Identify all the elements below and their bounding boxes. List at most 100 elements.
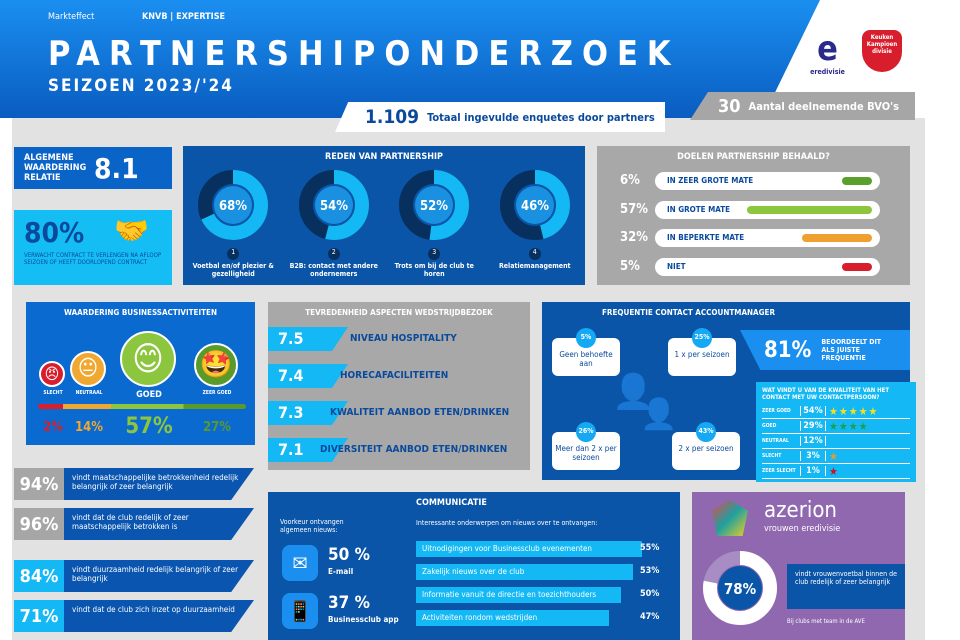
matchday-label: DIVERSITEIT AANBOD ETEN/DRINKEN bbox=[320, 444, 508, 455]
topic-pct: 47% bbox=[640, 612, 660, 622]
quality-table: WAT VINDT U VAN DE KWALITEIT VAN HET CON… bbox=[756, 382, 916, 482]
goal-label: IN GROTE MATE bbox=[667, 204, 731, 214]
frequency-title: FREQUENTIE CONTACT ACCOUNTMANAGER bbox=[602, 308, 775, 317]
goal-pct: 6% bbox=[620, 173, 640, 188]
goal-bar bbox=[842, 262, 872, 271]
frequency-bubble: 26% Meer dan 2 x per seizoen bbox=[552, 422, 620, 470]
matchday-label: HORECAFACILITEITEN bbox=[340, 370, 449, 381]
reason-item: 46% 4 Relatiemanagement bbox=[487, 168, 582, 278]
rating-scale-bar bbox=[38, 404, 246, 409]
face-zeer-goed-icon: 🤩 bbox=[194, 343, 238, 387]
frequency-label: 1 x per seizoen bbox=[674, 350, 730, 359]
people-icon: 👤 bbox=[612, 372, 655, 412]
matchday-label: NIVEAU HOSPITALITY bbox=[350, 333, 457, 344]
reason-pct: 46% bbox=[521, 199, 549, 214]
channel-label: E-mail bbox=[328, 567, 354, 576]
season: SEIZOEN 2023/'24 bbox=[48, 76, 234, 96]
reason-label: Trots om bij de club te horen bbox=[394, 262, 474, 278]
quality-row: ZEER SLECHT 1% ★ bbox=[762, 464, 910, 479]
quality-label: GOED bbox=[762, 423, 777, 429]
right-frequency-pct: 81% bbox=[764, 337, 812, 363]
quality-pct: 29% bbox=[800, 421, 826, 431]
reasons-panel: REDEN VAN PARTNERSHIP 68% 1 Voetbal en/o… bbox=[183, 146, 585, 285]
reason-donut: 54% bbox=[298, 170, 369, 240]
overall-label: ALGEMENE WAARDERING RELATIE bbox=[24, 153, 87, 183]
business-pct: 57% bbox=[125, 414, 173, 439]
business-label: NEUTRAAL bbox=[75, 390, 103, 396]
goal-pct: 32% bbox=[620, 230, 648, 245]
azerion-logo-text: azerion bbox=[764, 498, 837, 523]
frequency-pct: 5% bbox=[576, 328, 596, 348]
business-title: WAARDERING BUSINESSACTIVITEITEN bbox=[64, 308, 217, 317]
people-icon-2: 👤 bbox=[640, 397, 678, 432]
reason-donut: 46% bbox=[499, 170, 570, 240]
social-stat: 96% vindt dat de club redelijk of zeer ma… bbox=[14, 508, 254, 540]
reason-rank: 4 bbox=[528, 248, 541, 260]
phone-icon: 📱 bbox=[282, 593, 318, 629]
contract-label: VERWACHT CONTRACT TE VERLENGEN NA AFLOOP… bbox=[24, 252, 162, 266]
frequency-pct: 26% bbox=[576, 422, 596, 442]
overall-score: 8.1 bbox=[94, 151, 139, 185]
matchday-label: KWALITEIT AANBOD ETEN/DRINKEN bbox=[330, 407, 510, 418]
social-label: vindt dat de club zich inzet op duurzaam… bbox=[64, 600, 254, 632]
matchday-title: TEVREDENHEID ASPECTEN WEDSTRIJDBEZOEK bbox=[305, 308, 493, 317]
goal-bar bbox=[801, 234, 872, 242]
reason-donut: 52% bbox=[399, 170, 470, 240]
business-pct: 2% bbox=[43, 420, 63, 435]
reason-item: 54% 2 B2B: contact met andere ondernemer… bbox=[286, 168, 381, 278]
business-pct: 27% bbox=[203, 420, 231, 435]
topic-bar: Informatie vanuit de directie en toezich… bbox=[416, 587, 621, 603]
social-pct: 84% bbox=[14, 560, 64, 592]
social-label: vindt dat de club redelijk of zeer maats… bbox=[64, 508, 254, 540]
women-note: Bij clubs met team in de AVE bbox=[787, 618, 865, 625]
social-label: vindt maatschappelijke betrokkenheid red… bbox=[64, 468, 254, 500]
topic-bar: Zakelijk nieuws over de club bbox=[416, 564, 634, 580]
frequency-bubble: 25% 1 x per seizoen bbox=[668, 328, 736, 376]
quality-label: ZEER SLECHT bbox=[762, 468, 796, 474]
goals-title: DOELEN PARTNERSHIP BEHAALD? bbox=[677, 152, 830, 162]
envelope-icon: ✉ bbox=[282, 545, 318, 581]
reason-donut: 68% bbox=[198, 170, 269, 240]
social-label: vindt duurzaamheid redelijk belangrijk o… bbox=[64, 560, 254, 592]
clubs-banner: 30 Aantal deelnemende BVO's bbox=[690, 92, 915, 120]
quality-label: SLECHT bbox=[762, 453, 782, 459]
goal-row: IN BEPERKTE MATE bbox=[655, 229, 880, 247]
quality-label: ZEER GOED bbox=[762, 408, 791, 414]
quality-pct: 54% bbox=[800, 406, 826, 416]
channel-label: Businessclub app bbox=[328, 615, 399, 624]
quality-row: GOED 29% ★★★★ bbox=[762, 419, 910, 434]
reason-pct: 52% bbox=[420, 199, 448, 214]
goal-bar bbox=[842, 177, 872, 185]
reason-pct: 68% bbox=[219, 199, 247, 214]
azerion-lion-logo bbox=[712, 500, 748, 536]
azerion-logo-sub: vrouwen eredivisie bbox=[764, 524, 841, 534]
contract-box: 80% 🤝 VERWACHT CONTRACT TE VERLENGEN NA … bbox=[14, 210, 172, 285]
women-panel: azerion vrouwen eredivisie 78% vindt vro… bbox=[692, 492, 905, 640]
goal-label: IN BEPERKTE MATE bbox=[667, 233, 745, 242]
handshake-icon: 🤝 bbox=[114, 214, 149, 247]
reason-label: Voetbal en/of plezier & gezelligheid bbox=[192, 262, 274, 278]
reason-rank: 2 bbox=[327, 248, 340, 260]
social-stat: 84% vindt duurzaamheid redelijk belangrij… bbox=[14, 560, 254, 592]
total-responses-banner: 1.109 Totaal ingevulde enquetes door par… bbox=[335, 102, 665, 132]
matchday-score: 7.4 bbox=[268, 364, 348, 388]
matchday-score: 7.5 bbox=[268, 327, 348, 351]
topic-bar: Activiteiten rondom wedstrijden bbox=[416, 610, 609, 626]
topic-pct: 55% bbox=[640, 543, 660, 553]
business-label: ZEER GOED bbox=[202, 390, 232, 396]
frequency-pct: 25% bbox=[692, 328, 712, 348]
face-slecht-icon: 😠 bbox=[39, 361, 65, 387]
social-pct: 71% bbox=[14, 600, 64, 632]
quality-pct: 1% bbox=[800, 466, 826, 476]
matchday-score: 7.3 bbox=[268, 401, 348, 425]
matchday-score: 7.1 bbox=[268, 438, 348, 462]
business-label: GOED bbox=[136, 390, 162, 400]
quality-row: SLECHT 3% ★ bbox=[762, 449, 910, 464]
clubs-count: 30 bbox=[718, 95, 741, 117]
overall-rating: ALGEMENE WAARDERING RELATIE 8.1 bbox=[14, 147, 172, 189]
right-frequency-label: BEOORDEELT DIT ALS JUISTE FREQUENTIE bbox=[821, 338, 882, 362]
goal-label: IN ZEER GROTE MATE bbox=[667, 176, 754, 185]
face-neutraal-icon: 😐 bbox=[70, 351, 106, 387]
quality-label: NEUTRAAL bbox=[762, 438, 789, 444]
header: Markteffect KNVB | EXPERTISE PARTNERSHIP… bbox=[0, 0, 820, 118]
